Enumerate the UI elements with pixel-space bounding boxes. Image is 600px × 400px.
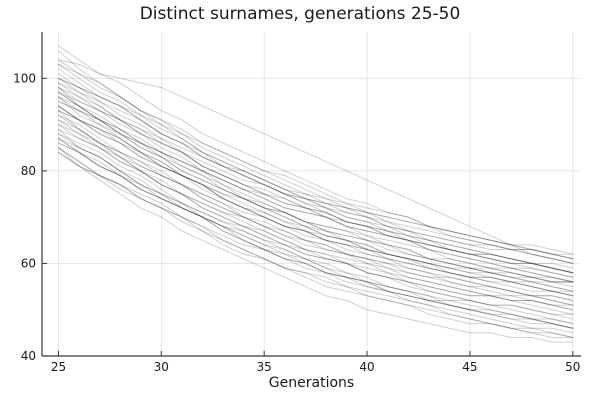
series-line <box>58 124 574 315</box>
series-line <box>58 119 574 301</box>
series-line <box>58 138 574 329</box>
series-line <box>58 87 574 283</box>
series-line <box>58 82 574 274</box>
series-line <box>58 82 574 264</box>
series-line <box>58 105 574 297</box>
series-line <box>58 147 574 329</box>
y-tick-label: 80 <box>21 164 36 178</box>
series-line <box>58 151 574 338</box>
series-line <box>58 119 574 306</box>
series-line <box>58 110 574 306</box>
series-line <box>58 96 574 283</box>
series-line <box>58 91 574 274</box>
series-line <box>58 96 574 292</box>
series-line <box>58 105 574 292</box>
series-line <box>58 63 574 278</box>
x-tick-label: 50 <box>565 360 580 374</box>
series-line <box>58 138 574 329</box>
x-tick-label: 25 <box>51 360 66 374</box>
series-line <box>58 59 574 274</box>
series-line <box>58 87 574 278</box>
series-line <box>58 100 574 283</box>
series-line <box>58 45 574 260</box>
series-line <box>58 77 574 264</box>
series-line <box>58 114 574 297</box>
series-line <box>58 63 574 255</box>
series-line <box>58 124 574 311</box>
series-line <box>58 73 574 260</box>
x-tick-label: 45 <box>462 360 477 374</box>
y-tick-label: 100 <box>13 71 36 85</box>
series-line <box>58 77 574 269</box>
series-line <box>58 128 574 311</box>
series-line <box>58 91 574 283</box>
series-line <box>58 128 574 325</box>
series-line <box>58 133 574 320</box>
series-line <box>58 50 574 255</box>
series-line <box>58 77 574 260</box>
x-tick-label: 30 <box>154 360 169 374</box>
x-axis-label: Generations <box>268 375 355 391</box>
chart-title: Distinct surnames, generations 25-50 <box>139 4 461 24</box>
series-line <box>58 96 574 288</box>
series-line <box>58 59 574 264</box>
series-line <box>58 142 574 325</box>
y-tick-label: 60 <box>21 256 36 270</box>
series-line <box>58 147 574 338</box>
series-line <box>58 151 574 338</box>
y-tick-label: 40 <box>21 349 36 363</box>
series-line <box>58 68 574 283</box>
series-line <box>58 110 574 301</box>
series-line <box>58 138 574 329</box>
series-line <box>58 110 574 292</box>
series-line <box>58 105 574 297</box>
series-line <box>58 91 574 274</box>
series-line <box>58 133 574 315</box>
series-line <box>58 142 574 334</box>
x-tick-label: 40 <box>359 360 374 374</box>
series-line <box>58 100 574 283</box>
series-line <box>58 87 574 274</box>
series-line <box>58 147 574 343</box>
series-line <box>58 114 574 306</box>
x-tick-label: 35 <box>257 360 272 374</box>
